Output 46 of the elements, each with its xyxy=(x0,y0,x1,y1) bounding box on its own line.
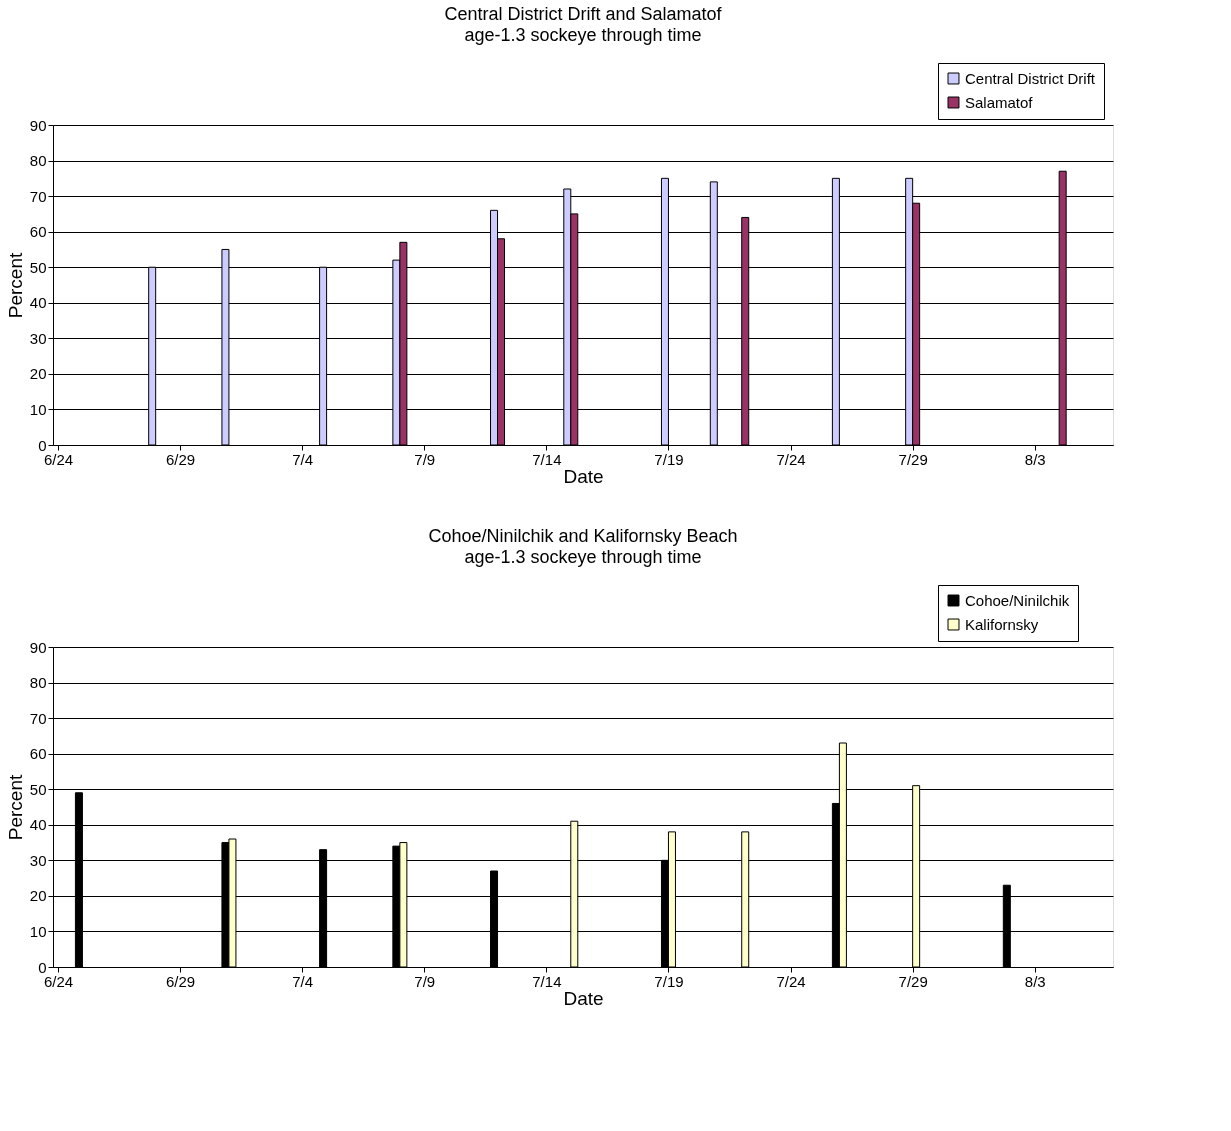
y-tick-label: 30 xyxy=(29,851,47,869)
chart-subtitle: age-1.3 sockeye through time xyxy=(464,546,702,567)
legend-label: Central District Drift xyxy=(965,69,1096,87)
legend-label: Kalifornsky xyxy=(965,615,1039,633)
x-tick-label: 7/29 xyxy=(898,972,928,990)
legend-label: Cohoe/Ninilchik xyxy=(965,591,1070,609)
y-tick-label: 80 xyxy=(29,152,47,170)
y-tick-label: 40 xyxy=(29,294,47,312)
x-tick-label: 7/4 xyxy=(292,450,314,468)
x-tick-label: 7/19 xyxy=(654,450,684,468)
x-axis-title: Date xyxy=(563,465,604,487)
y-tick-label: 90 xyxy=(29,638,47,656)
y-tick-label: 10 xyxy=(29,922,47,940)
x-tick-label: 7/9 xyxy=(414,972,436,990)
y-tick-label: 80 xyxy=(29,674,47,692)
x-tick-label: 7/14 xyxy=(532,450,562,468)
x-tick-label: 8/3 xyxy=(1024,972,1046,990)
y-tick-label: 60 xyxy=(29,745,47,763)
y-axis-title: Percent xyxy=(4,252,26,319)
y-axis-title: Percent xyxy=(4,774,26,841)
chart-title: Central District Drift and Salamatof xyxy=(444,3,723,24)
x-tick-label: 7/4 xyxy=(292,972,314,990)
x-tick-label: 7/19 xyxy=(654,972,684,990)
chart-subtitle: age-1.3 sockeye through time xyxy=(464,24,702,45)
chart-title: Cohoe/Ninilchik and Kalifornsky Beach xyxy=(428,525,738,546)
x-tick-label: 8/3 xyxy=(1024,450,1046,468)
x-tick-label: 6/29 xyxy=(165,450,196,468)
x-tick-label: 7/24 xyxy=(776,450,806,468)
x-tick-label: 7/24 xyxy=(776,972,806,990)
y-tick-label: 30 xyxy=(29,329,47,347)
y-tick-label: 90 xyxy=(29,116,47,134)
x-tick-label: 7/14 xyxy=(532,972,562,990)
y-tick-label: 20 xyxy=(29,365,47,383)
x-axis-title: Date xyxy=(563,987,604,1009)
x-tick-label: 7/9 xyxy=(414,450,436,468)
y-tick-label: 20 xyxy=(29,887,47,905)
y-tick-label: 50 xyxy=(29,258,47,276)
x-tick-label: 7/29 xyxy=(898,450,928,468)
legend-label: Salamatof xyxy=(965,93,1034,111)
y-tick-label: 40 xyxy=(29,816,47,834)
y-tick-label: 60 xyxy=(29,223,47,241)
y-tick-label: 70 xyxy=(29,709,47,727)
y-tick-label: 50 xyxy=(29,780,47,798)
x-tick-label: 6/29 xyxy=(165,972,196,990)
y-tick-label: 10 xyxy=(29,400,47,418)
y-tick-label: 70 xyxy=(29,187,47,205)
